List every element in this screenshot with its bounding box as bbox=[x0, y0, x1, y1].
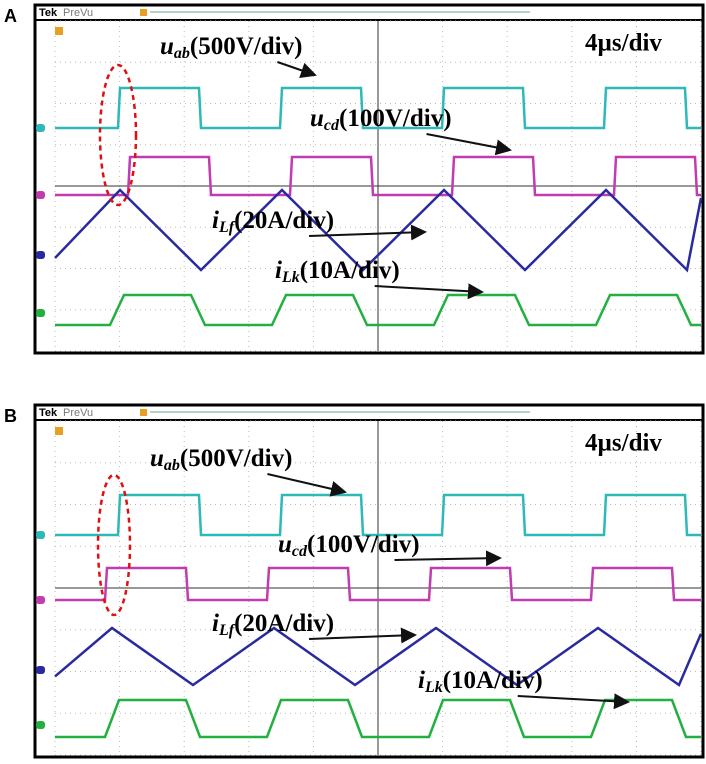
scope-panel: B Tek PreVu4µs/divuab(500V/div)ucd(100V/di… bbox=[4, 403, 705, 759]
ucd-trace bbox=[55, 566, 701, 602]
trace-symbol: u bbox=[278, 531, 292, 558]
label-arrow bbox=[309, 224, 427, 241]
trace-symbol: u bbox=[150, 445, 164, 472]
channel-marker bbox=[36, 309, 45, 317]
trigger-marker bbox=[140, 409, 147, 416]
trace-subscript: cd bbox=[292, 543, 308, 560]
trace-label: iLk(10A/div) bbox=[275, 257, 400, 286]
channel-marker bbox=[36, 721, 45, 729]
trace-scale: (10A/div) bbox=[300, 257, 400, 284]
trace-subscript: ab bbox=[174, 45, 190, 62]
trigger-marker bbox=[140, 9, 147, 16]
panel-label: A bbox=[4, 6, 17, 26]
label-arrow bbox=[394, 550, 502, 567]
trace-subscript: Lf bbox=[218, 622, 236, 639]
channel-marker bbox=[36, 191, 45, 199]
label-arrow bbox=[267, 473, 347, 497]
label-arrow bbox=[309, 627, 417, 644]
panel-label: B bbox=[4, 406, 17, 426]
trace-label: iLf(20A/div) bbox=[212, 610, 334, 639]
channel-marker bbox=[36, 531, 45, 539]
trace-scale: (500V/div) bbox=[180, 445, 293, 472]
trace-label: ucd(100V/div) bbox=[278, 531, 420, 560]
trace-scale: (500V/div) bbox=[190, 33, 303, 60]
timebase: 4µs/div bbox=[585, 30, 662, 57]
brand: Tek bbox=[39, 7, 58, 19]
trace-scale: (20A/div) bbox=[234, 610, 334, 637]
trace-symbol: u bbox=[310, 105, 324, 132]
label-arrow bbox=[426, 133, 512, 156]
highlight-ellipse bbox=[96, 473, 132, 617]
trace-subscript: cd bbox=[324, 117, 340, 134]
ilk-trace bbox=[55, 293, 701, 327]
trace-symbol: u bbox=[160, 33, 174, 60]
trace-scale: (100V/div) bbox=[307, 531, 420, 558]
label-arrow bbox=[374, 283, 484, 300]
mode: PreVu bbox=[63, 407, 93, 419]
trace-label: uab(500V/div) bbox=[160, 33, 302, 62]
channel-marker bbox=[36, 596, 45, 604]
brand: Tek bbox=[39, 407, 58, 419]
label-arrow bbox=[277, 61, 317, 78]
ucd-trace bbox=[55, 155, 701, 197]
timebase: 4µs/div bbox=[585, 430, 662, 457]
trace-scale: (100V/div) bbox=[339, 105, 452, 132]
trace-subscript: Lk bbox=[424, 679, 443, 696]
trace-symbol: i bbox=[212, 610, 219, 637]
trace-scale: (20A/div) bbox=[234, 207, 334, 234]
trace-subscript: Lk bbox=[281, 269, 300, 286]
ilf-trace bbox=[54, 188, 703, 273]
trace-scale: (10A/div) bbox=[443, 667, 543, 694]
mode: PreVu bbox=[63, 7, 93, 19]
trace-symbol: i bbox=[418, 667, 425, 694]
trace-label: iLk(10A/div) bbox=[418, 667, 543, 696]
highlight-ellipse bbox=[98, 63, 138, 207]
trace-subscript: ab bbox=[164, 457, 180, 474]
scope-panel: A Tek PreVu4µs/divuab(500V/div)ucd(100V/di… bbox=[4, 3, 705, 355]
channel-marker bbox=[36, 124, 45, 132]
uab-trace bbox=[55, 493, 701, 537]
trace-subscript: Lf bbox=[218, 219, 236, 236]
uab-trace bbox=[55, 86, 701, 130]
channel-marker bbox=[36, 666, 45, 674]
trace-label: iLf(20A/div) bbox=[212, 207, 334, 236]
ilf-trace bbox=[54, 626, 703, 687]
label-arrow bbox=[517, 693, 630, 710]
trace-symbol: i bbox=[212, 207, 219, 234]
trace-label: uab(500V/div) bbox=[150, 445, 292, 474]
scope-screen bbox=[33, 3, 705, 355]
ch1-marker bbox=[55, 27, 63, 35]
channel-marker bbox=[36, 251, 45, 259]
trace-label: ucd(100V/div) bbox=[310, 105, 452, 134]
trace-symbol: i bbox=[275, 257, 282, 284]
ch1-marker bbox=[55, 427, 63, 435]
